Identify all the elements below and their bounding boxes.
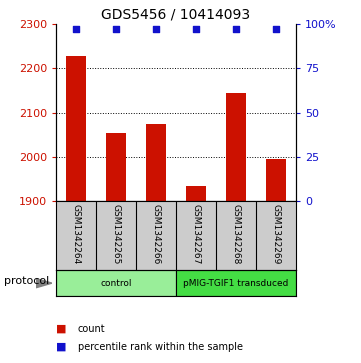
Point [273,26,279,32]
Text: percentile rank within the sample: percentile rank within the sample [78,342,243,352]
Text: GSM1342266: GSM1342266 [152,204,161,265]
Bar [66,56,86,201]
Text: GSM1342268: GSM1342268 [231,204,240,265]
Text: count: count [78,323,105,334]
Text: GSM1342267: GSM1342267 [191,204,200,265]
Text: GSM1342265: GSM1342265 [112,204,121,265]
Bar [226,93,246,201]
Title: GDS5456 / 10414093: GDS5456 / 10414093 [101,7,251,21]
Text: pMIG-TGIF1 transduced: pMIG-TGIF1 transduced [183,279,289,287]
Polygon shape [36,278,52,288]
Bar [146,124,166,201]
Text: GSM1342269: GSM1342269 [271,204,280,265]
Point [153,26,159,32]
Text: protocol: protocol [4,276,49,286]
Bar [186,186,206,201]
Text: GSM1342264: GSM1342264 [71,204,81,265]
Text: control: control [100,279,132,287]
Text: ■: ■ [56,323,66,334]
Bar [266,159,286,201]
Bar [56,270,176,296]
Point [193,26,199,32]
Bar [176,270,296,296]
Bar [106,132,126,201]
Point [113,26,119,32]
Point [73,26,79,32]
Text: ■: ■ [56,342,66,352]
Point [233,26,239,32]
